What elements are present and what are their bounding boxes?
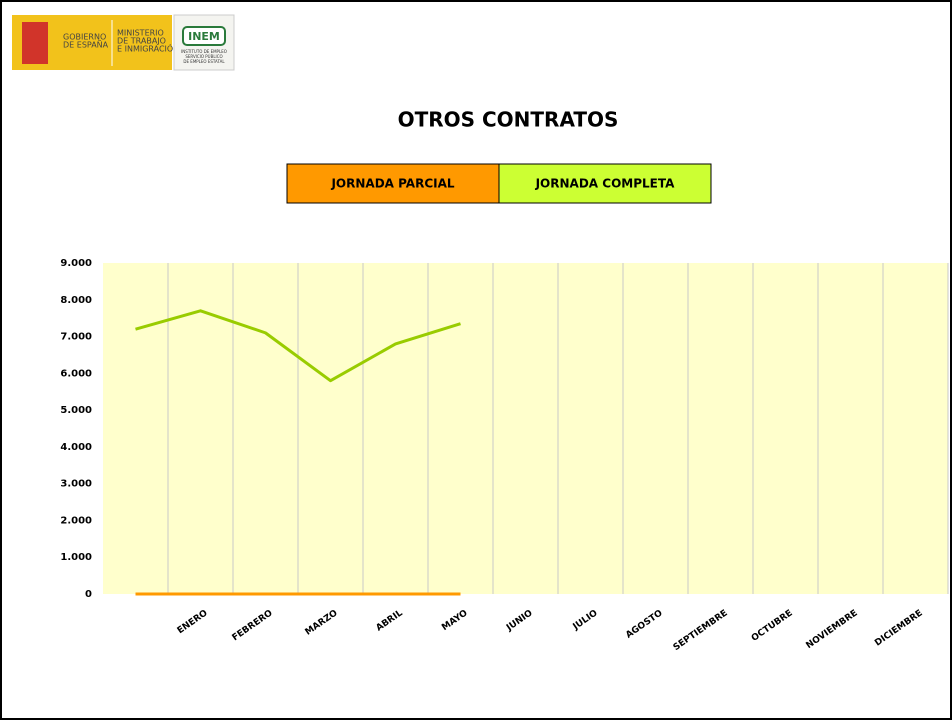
logo-text: MINISTERIO (117, 29, 164, 38)
logo-text: DE EMPLEO ESTATAL (183, 59, 225, 64)
y-tick-label: 6.000 (60, 368, 92, 379)
coat-of-arms (22, 22, 48, 64)
inem-badge (182, 26, 226, 46)
inem-text: INEM (188, 30, 220, 43)
logo-text: INSTITUTO DE EMPLEO (181, 49, 227, 54)
series-line (135, 309, 461, 383)
y-tick-label: 1.000 (60, 552, 92, 563)
legend-label: JORNADA COMPLETA (535, 177, 676, 191)
y-tick-label: 8.000 (60, 295, 92, 306)
y-tick-label: 9.000 (60, 258, 92, 269)
logo-text: DE ESPAÑA (63, 40, 109, 50)
y-tick-label: 3.000 (60, 479, 92, 490)
plot-area (103, 263, 948, 594)
logo-text: DE TRABAJO (117, 37, 166, 46)
logo-text: E INMIGRACIÓN (117, 43, 179, 54)
legend-label: JORNADA PARCIAL (330, 177, 454, 191)
y-tick-label: 2.000 (60, 515, 92, 526)
chart-title: OTROS CONTRATOS (398, 108, 619, 132)
logo-text: SERVICIO PÚBLICO (185, 54, 222, 59)
y-tick-label: 4.000 (60, 442, 92, 453)
y-tick-label: 0 (85, 589, 92, 600)
y-tick-label: 7.000 (60, 332, 92, 343)
logo: GOBIERNO DE ESPAÑA MINISTERIO DE TRABAJO… (12, 14, 235, 71)
legend-box (498, 163, 712, 204)
logo-text: GOBIERNO (63, 33, 106, 42)
legend-box (286, 163, 500, 204)
y-tick-label: 5.000 (60, 405, 92, 416)
